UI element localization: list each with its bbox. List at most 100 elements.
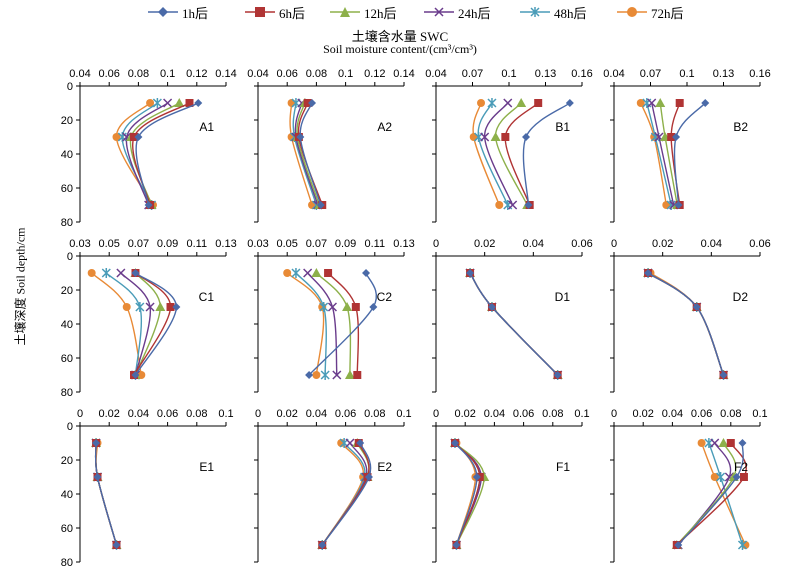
- data-point: [655, 98, 666, 107]
- data-point: [452, 541, 461, 549]
- panel-b2: 0.04 0.07 0.1 0.13 0.16 B2: [603, 68, 771, 223]
- panel-label: E2: [377, 460, 392, 474]
- series-line-6h: [504, 102, 539, 206]
- x-tick-label: 0.13: [215, 238, 236, 250]
- x-tick-label: 0.06: [513, 408, 534, 420]
- data-point: [134, 133, 143, 141]
- data-point: [194, 99, 203, 107]
- data-point: [291, 268, 301, 278]
- legend: 1h后 6h后 12h后 24h后 48h后 72h后: [0, 4, 800, 22]
- data-point: [647, 98, 657, 108]
- x-tick-label: 0.07: [462, 68, 483, 80]
- data-point: [524, 201, 533, 209]
- data-point: [144, 201, 153, 209]
- x-tick-label: 0.08: [306, 68, 327, 80]
- x-tick-label: 0.06: [157, 408, 178, 420]
- data-point: [112, 541, 121, 549]
- x-tick-label: 0.06: [98, 68, 119, 80]
- x-tick-label: 0.11: [365, 238, 386, 250]
- panel-label: A1: [199, 120, 214, 134]
- x-tick-label: 0.1: [501, 68, 516, 80]
- data-point: [522, 133, 531, 141]
- data-point: [296, 133, 305, 141]
- x-tick-label: 0.1: [752, 408, 767, 420]
- data-point: [319, 302, 329, 312]
- y-tick-label: 80: [61, 557, 73, 569]
- x-tick-label: 0.1: [679, 68, 694, 80]
- x-tick-label: 0.03: [69, 238, 90, 250]
- data-point: [480, 132, 490, 142]
- data-point: [345, 438, 355, 448]
- x-tick-label: 0.08: [186, 408, 207, 420]
- data-point: [692, 303, 701, 311]
- x-tick-label: 0.1: [574, 408, 589, 420]
- panel-label: B1: [555, 120, 570, 134]
- panel-e1: 0 0.02 0.04 0.06 0.08 0.1 0 20 40 60 80 E1: [61, 408, 234, 569]
- y-tick-label: 20: [61, 285, 73, 297]
- x-tick-label: 0: [255, 408, 261, 420]
- data-point: [737, 540, 748, 550]
- x-tick-label: 0.02: [474, 238, 495, 250]
- y-tick-label: 60: [61, 353, 73, 365]
- data-point: [508, 200, 518, 210]
- x-tick-label: 0.06: [571, 238, 592, 250]
- series-line-6h: [670, 102, 681, 206]
- data-point: [185, 99, 194, 107]
- data-point: [87, 269, 96, 277]
- data-point: [327, 302, 337, 312]
- data-point: [674, 201, 683, 209]
- x-tick-label: 0.08: [364, 408, 385, 420]
- y-tick-label: 60: [61, 183, 73, 195]
- data-point: [477, 99, 486, 107]
- data-point: [636, 99, 645, 107]
- data-point: [710, 473, 719, 481]
- panel-e2: 0 0.02 0.04 0.06 0.08 0.1 E2: [254, 408, 412, 563]
- data-point: [155, 302, 166, 311]
- data-point: [172, 303, 181, 311]
- x-tick-label: 0.02: [454, 408, 475, 420]
- y-tick-label: 0: [67, 421, 73, 433]
- data-point: [697, 439, 706, 447]
- data-point: [364, 473, 373, 481]
- x-tick-label: 0.12: [364, 68, 385, 80]
- x-tick-label: 0.02: [276, 408, 297, 420]
- x-tick-label: 0: [433, 238, 439, 250]
- data-point: [672, 133, 681, 141]
- legend-label: 72h后: [651, 5, 684, 21]
- data-point: [351, 303, 360, 311]
- data-point: [719, 371, 728, 379]
- y-tick-label: 20: [61, 115, 73, 127]
- x-tick-label: 0.04: [425, 68, 446, 80]
- data-point: [92, 439, 101, 447]
- x-tick-label: 0.09: [335, 238, 356, 250]
- data-point: [130, 133, 139, 141]
- data-point: [287, 99, 296, 107]
- y-tick-label: 20: [61, 455, 73, 467]
- x-tick-label: 0.04: [662, 408, 683, 420]
- series-line-48h: [469, 272, 559, 376]
- series-line-6h: [94, 442, 118, 546]
- x-tick-label: 0.08: [720, 408, 741, 420]
- data-point: [501, 133, 510, 141]
- x-tick-label: 0.08: [128, 68, 149, 80]
- data-point: [490, 132, 501, 141]
- data-point: [122, 303, 131, 311]
- legend-label: 6h后: [279, 5, 306, 21]
- x-tick-label: 0.12: [186, 68, 207, 80]
- legend-item-6h: 6h后: [245, 4, 306, 21]
- x-tick-label: 0.1: [338, 68, 353, 80]
- data-point: [450, 439, 459, 447]
- legend-label: 48h后: [554, 5, 587, 21]
- series-line-24h: [94, 442, 118, 546]
- y-tick-label: 0: [67, 251, 73, 263]
- series-line-1h: [94, 442, 118, 546]
- data-point: [311, 268, 322, 277]
- x-tick-label: 0: [77, 408, 83, 420]
- y-tick-label: 80: [61, 217, 73, 229]
- x-tick-label: 0.02: [632, 408, 653, 420]
- panel-label: C2: [377, 290, 393, 304]
- panel-label: A2: [377, 120, 392, 134]
- data-point: [145, 302, 155, 312]
- data-point: [320, 370, 330, 380]
- series-line-6h: [469, 272, 559, 376]
